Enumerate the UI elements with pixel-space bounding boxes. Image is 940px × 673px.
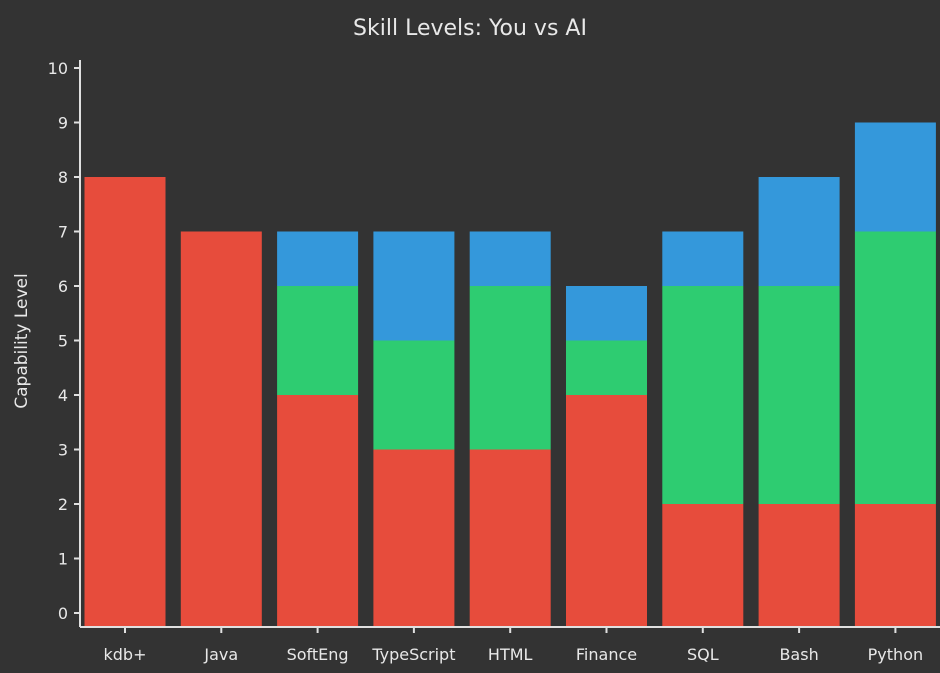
y-tick-label: 3 xyxy=(58,441,68,460)
bar-segment-Finance-series-2 xyxy=(566,340,647,395)
x-tick-label: SoftEng xyxy=(287,645,349,664)
y-tick-label: 8 xyxy=(58,168,68,187)
bar-segment-Python-series-3 xyxy=(854,122,936,232)
y-axis-label: Capability Level xyxy=(12,273,32,408)
x-tick-label: kdb+ xyxy=(104,645,147,664)
y-tick-label: 4 xyxy=(58,386,68,405)
x-tick-label: TypeScript xyxy=(371,645,455,664)
y-tick-label: 9 xyxy=(58,114,68,133)
bar-segment-Bash-series-3 xyxy=(758,177,840,286)
x-tick-label: Python xyxy=(868,645,923,664)
y-tick-label: 7 xyxy=(58,223,68,242)
y-tick-label: 2 xyxy=(58,495,68,514)
x-tick-label: Bash xyxy=(779,645,818,664)
x-tick-label: Finance xyxy=(576,645,637,664)
x-tick-label: Java xyxy=(203,645,238,664)
bar-segment-TypeScript-series-2 xyxy=(373,340,455,450)
bar-segment-HTML-series-3 xyxy=(469,231,551,286)
bar-segment-SoftEng-series-2 xyxy=(277,286,359,395)
bar-segment-SoftEng-series-3 xyxy=(277,231,359,286)
y-tick-label: 0 xyxy=(58,604,68,623)
bar-segment-Python-series-2 xyxy=(854,231,936,504)
bar-segment-TypeScript-series-3 xyxy=(373,231,455,341)
bar-segment-Python-series-1 xyxy=(854,504,936,627)
bar-segment-kdb+-series-1 xyxy=(84,177,166,627)
bar-segment-SoftEng-series-1 xyxy=(277,395,359,627)
bar-segment-SQL-series-1 xyxy=(662,504,744,627)
bar-segment-HTML-series-2 xyxy=(469,286,551,450)
y-tick-label: 1 xyxy=(58,550,68,569)
chart-title: Skill Levels: You vs AI xyxy=(353,16,587,41)
bar-segment-Java-series-1 xyxy=(180,231,262,627)
y-tick-label: 5 xyxy=(58,332,68,351)
y-tick-label: 10 xyxy=(48,59,68,78)
bar-segment-SQL-series-3 xyxy=(662,231,744,286)
bar-segment-HTML-series-1 xyxy=(469,449,551,627)
bar-segment-Bash-series-1 xyxy=(758,504,840,627)
bar-segment-Finance-series-1 xyxy=(566,395,647,627)
x-tick-label: SQL xyxy=(687,645,719,664)
bar-segment-Finance-series-3 xyxy=(566,286,647,341)
bar-segment-TypeScript-series-1 xyxy=(373,449,455,627)
y-tick-label: 6 xyxy=(58,277,68,296)
bar-segment-SQL-series-2 xyxy=(662,286,744,504)
bar-segment-Bash-series-2 xyxy=(758,286,840,504)
x-tick-label: HTML xyxy=(488,645,533,664)
